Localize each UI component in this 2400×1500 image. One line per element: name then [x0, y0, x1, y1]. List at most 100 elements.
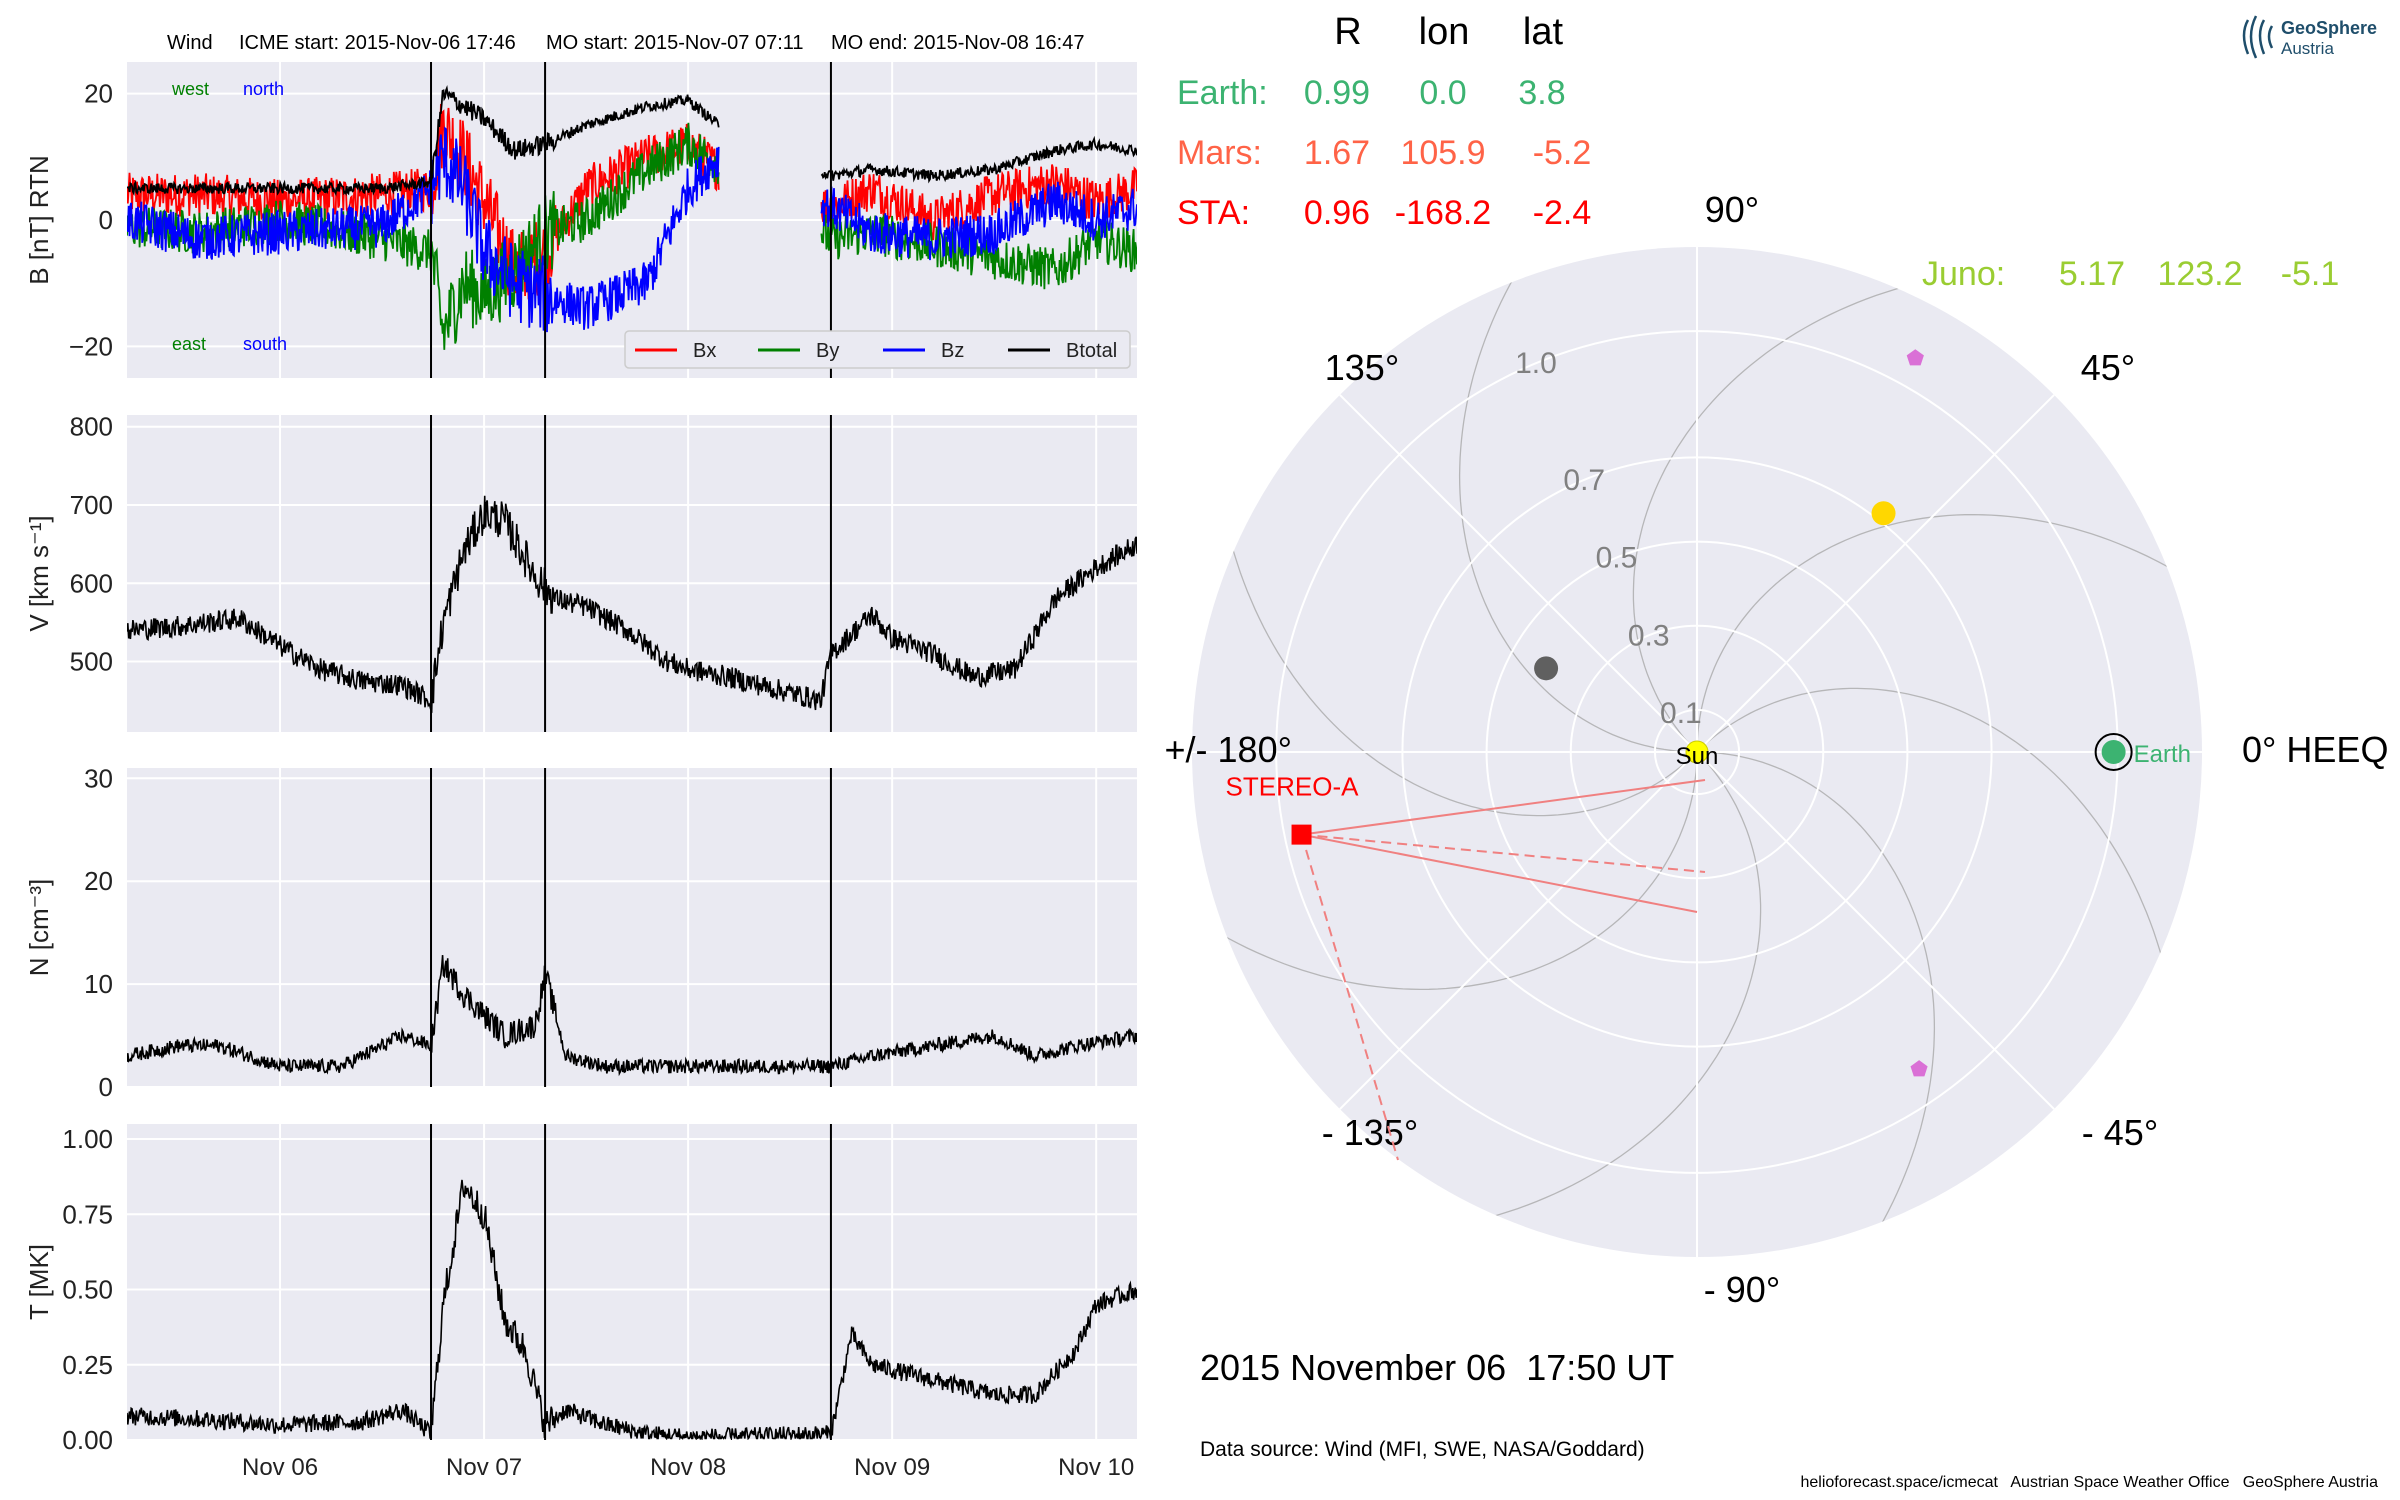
y-tick-label: 0	[99, 205, 113, 235]
fov-line-dashed-1	[1301, 833, 1706, 873]
y-tick-label: 600	[70, 568, 113, 598]
y-tick-label: 30	[84, 763, 113, 793]
legend-label-bx: Bx	[693, 340, 716, 362]
table-sta-r: 0.96	[1304, 194, 1370, 232]
table-sta-lon: -168.2	[1395, 194, 1491, 232]
annotation-south: south	[243, 334, 287, 354]
y-tick-label: 0.50	[62, 1275, 113, 1305]
panel-n-background	[127, 768, 1137, 1087]
header-icme-start: ICME start: 2015-Nov-06 17:46	[239, 32, 516, 54]
header-spacecraft: Wind	[167, 32, 213, 54]
polar-r-tick-label: 0.7	[1563, 464, 1605, 497]
table-header-lat: lat	[1523, 11, 1564, 53]
x-tick-label: Nov 08	[650, 1454, 726, 1481]
polar-angle-label: +/- 180°	[1165, 729, 1292, 770]
table-earth-lon: 0.0	[1419, 74, 1466, 112]
panel-series-group	[127, 495, 1137, 714]
polar-angle-label: 0° HEEQ	[2242, 729, 2388, 770]
fov-line-dashed-2	[1300, 834, 1399, 1161]
panel-n: 0 10 20 30 N [cm⁻³]	[24, 763, 1137, 1102]
parker-spiral-6	[1192, 751, 1698, 991]
y-tick-label: 0.25	[62, 1350, 113, 1380]
fov-line-solid	[1301, 833, 1698, 913]
logo-line2: Austria	[2281, 39, 2334, 58]
panel-v-background	[127, 415, 1137, 732]
y-tick-label: 20	[84, 866, 113, 896]
x-tick-label: Nov 09	[854, 1454, 930, 1481]
polar-position-plot: 0.1 0.3 0.5 0.7 1.0 0° HEEQ 45° 90° 135° +/- 180°…	[1165, 189, 2389, 1310]
legend-label-by: By	[816, 340, 839, 362]
table-header-lon: lon	[1419, 11, 1470, 53]
parker-spiral-0	[1696, 751, 1936, 1257]
position-table: R lon lat Earth: 0.99 0.0 3.8 Mars: 1.67…	[1177, 11, 2339, 293]
table-juno-r: 5.17	[2059, 255, 2125, 293]
annotation-east: east	[172, 334, 206, 354]
y-tick-label: 10	[84, 969, 113, 999]
parker-spiral-3	[1632, 278, 1937, 753]
annotation-west: west	[171, 79, 209, 99]
y-tick-label: 700	[70, 490, 113, 520]
parker-spirals	[1192, 247, 2202, 1257]
marker-earth-ring	[2094, 733, 2133, 771]
geosphere-logo-icon	[2242, 15, 2274, 59]
parker-spiral-1	[1696, 687, 2171, 992]
legend: Bx By Bz Btotal	[624, 330, 1131, 369]
polar-ring	[1485, 540, 1909, 964]
geosphere-logo: GeoSphere Austria	[2242, 15, 2377, 59]
table-earth-lat: 3.8	[1518, 74, 1565, 112]
legend-box	[624, 330, 1131, 369]
marker-mercury	[1534, 656, 1559, 681]
y-axis-label: T [MK]	[24, 1244, 54, 1320]
time-series-panels: −20 0 20 B [nT] RTN west north east south Bx By Bz…	[24, 62, 1137, 1481]
marker-stereo-a	[1291, 824, 1312, 845]
table-mars-r: 1.67	[1304, 134, 1370, 172]
polar-angle-label: 135°	[1325, 347, 1399, 388]
polar-ring	[1653, 708, 1741, 796]
table-sta-lat: -2.4	[1533, 194, 1592, 232]
polar-r-tick-label: 0.3	[1628, 619, 1670, 652]
stereo-a-fov	[1300, 779, 1706, 1161]
panel-series-group	[127, 1179, 1137, 1440]
y-tick-label: 1.00	[62, 1124, 113, 1154]
logo-line1: GeoSphere	[2281, 18, 2377, 38]
y-tick-label: −20	[69, 331, 113, 361]
x-tick-label: Nov 10	[1058, 1454, 1134, 1481]
table-juno-lon: 123.2	[2157, 255, 2242, 293]
polar-angle-label: - 135°	[1322, 1112, 1418, 1153]
table-earth-name: Earth:	[1177, 74, 1268, 112]
y-axis-label: V [km s⁻¹]	[24, 515, 54, 631]
series-line-n	[127, 955, 1137, 1077]
polar-angle-label: 45°	[2081, 347, 2135, 388]
panel-t: 0.00 0.25 0.50 0.75 1.00 T [MK]	[24, 1124, 1137, 1455]
table-earth-r: 0.99	[1304, 74, 1370, 112]
legend-label-btotal: Btotal	[1066, 340, 1117, 362]
y-tick-label: 800	[70, 412, 113, 442]
label-earth: Earth	[2134, 741, 2191, 768]
table-juno-name: Juno:	[1922, 255, 2005, 293]
polar-r-tick-label: 0.1	[1660, 697, 1702, 730]
label-stereo-a: STEREO-A	[1226, 772, 1360, 802]
panel-series-group	[127, 84, 1137, 350]
polar-r-tick-label: 1.0	[1515, 347, 1557, 380]
marker-pentagon-1	[1906, 349, 1924, 366]
date-label: 2015 November 06 17:50 UT	[1200, 1347, 1674, 1388]
y-tick-label: 0	[99, 1072, 113, 1102]
annotation-north: north	[243, 79, 284, 99]
footer-credits: helioforecast.space/icmecat Austrian Spa…	[1801, 1474, 2379, 1491]
y-axis-label: B [nT] RTN	[24, 155, 54, 285]
header-mo-start: MO start: 2015-Nov-07 07:11	[546, 32, 804, 54]
y-tick-label: 500	[70, 647, 113, 677]
y-tick-label: 0.75	[62, 1199, 113, 1229]
polar-ring	[1569, 624, 1825, 880]
table-header-r: R	[1334, 11, 1361, 53]
series-line-btotal	[127, 84, 1137, 197]
series-line-t	[127, 1179, 1137, 1440]
header-mo-end: MO end: 2015-Nov-08 16:47	[831, 32, 1085, 54]
table-mars-name: Mars:	[1177, 134, 1262, 172]
parker-spiral-4	[1458, 247, 1698, 753]
series-line-v	[127, 495, 1137, 714]
y-axis-label: N [cm⁻³]	[24, 879, 54, 977]
y-tick-label: 20	[84, 79, 113, 109]
fov-line-sun	[1301, 779, 1706, 836]
